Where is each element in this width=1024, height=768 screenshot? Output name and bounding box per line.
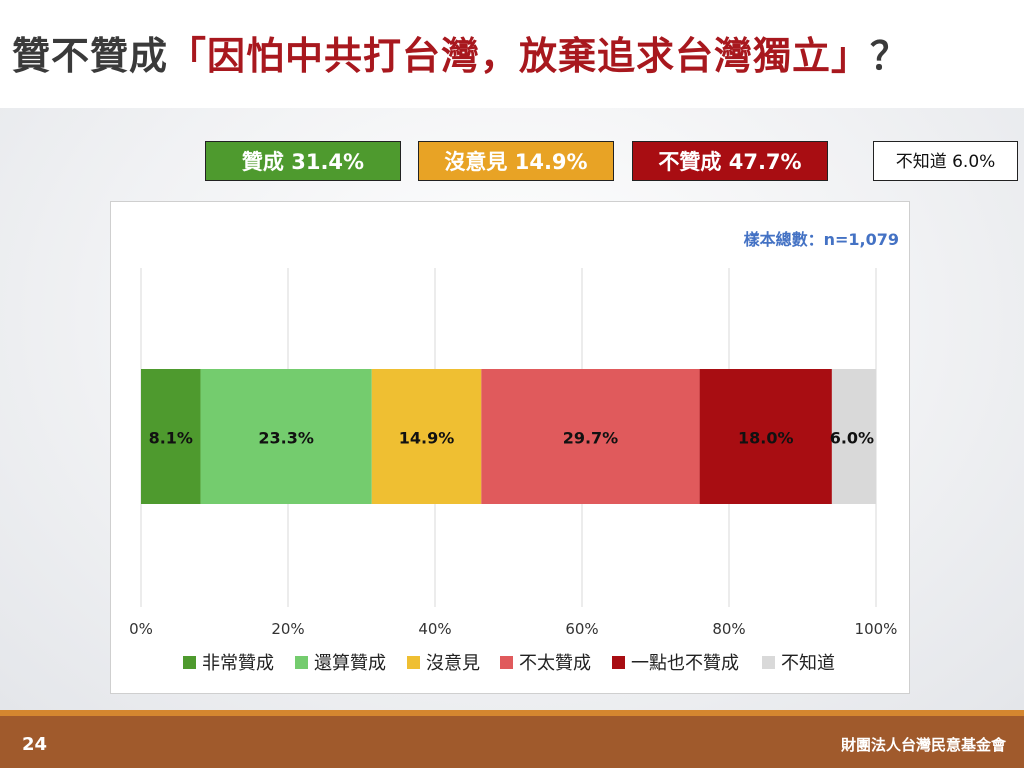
legend-swatch bbox=[612, 656, 625, 669]
title-suffix: ？ bbox=[870, 34, 910, 78]
x-tick-label: 60% bbox=[565, 620, 598, 638]
legend-label: 沒意見 bbox=[426, 653, 480, 674]
legend-swatch bbox=[500, 656, 513, 669]
bar-segment bbox=[699, 369, 832, 504]
data-label: 14.9% bbox=[399, 429, 455, 448]
legend-label: 一點也不贊成 bbox=[631, 653, 739, 674]
bar-segment bbox=[371, 369, 482, 504]
bar-segment bbox=[141, 369, 201, 504]
title-prefix: 贊不贊成 bbox=[12, 34, 169, 78]
data-label: 6.0% bbox=[830, 429, 874, 448]
title-highlight: 「因怕中共打台灣，放棄追求台灣獨立」 bbox=[168, 34, 871, 78]
slide-title: 贊不贊成「因怕中共打台灣，放棄追求台灣獨立」？ bbox=[12, 28, 909, 84]
data-label: 18.0% bbox=[738, 429, 794, 448]
legend-swatch bbox=[183, 656, 196, 669]
data-label: 8.1% bbox=[149, 429, 193, 448]
sample-size-note: 樣本總數：n=1,079 bbox=[744, 230, 899, 249]
organization-name: 財團法人台灣民意基金會 bbox=[840, 736, 1006, 754]
summary-agree: 贊成 31.4% bbox=[205, 141, 401, 181]
summary-no-opinion: 沒意見 14.9% bbox=[418, 141, 614, 181]
legend-swatch bbox=[762, 656, 775, 669]
bar-segment bbox=[831, 369, 876, 504]
page-number: 24 bbox=[22, 734, 48, 755]
title-bar: 贊不贊成「因怕中共打台灣，放棄追求台灣獨立」？ bbox=[0, 0, 1024, 108]
x-tick-label: 20% bbox=[271, 620, 304, 638]
data-label: 29.7% bbox=[563, 429, 619, 448]
summary-dont-know: 不知道 6.0% bbox=[873, 141, 1018, 181]
legend-label: 不知道 bbox=[781, 653, 835, 674]
x-tick-label: 0% bbox=[129, 620, 153, 638]
legend-swatch bbox=[407, 656, 420, 669]
x-tick-label: 100% bbox=[855, 620, 898, 638]
legend-label: 非常贊成 bbox=[202, 653, 274, 674]
footer-bar: 24 財團法人台灣民意基金會 bbox=[0, 710, 1024, 768]
chart-panel: 樣本總數：n=1,079 8.1% 23.3% 14.9% 29.7% 18.0% 6.0… bbox=[110, 201, 910, 694]
data-label: 23.3% bbox=[258, 429, 314, 448]
bar-segment bbox=[200, 369, 372, 504]
legend-label: 還算贊成 bbox=[314, 653, 386, 674]
legend-label: 不太贊成 bbox=[519, 653, 591, 674]
x-tick-label: 40% bbox=[418, 620, 451, 638]
summary-disagree: 不贊成 47.7% bbox=[632, 141, 828, 181]
stacked-bar-chart: 樣本總數：n=1,079 8.1% 23.3% 14.9% 29.7% 18.0% 6.0… bbox=[129, 230, 899, 674]
bar-segment bbox=[481, 369, 700, 504]
legend-swatch bbox=[295, 656, 308, 669]
x-tick-label: 80% bbox=[712, 620, 745, 638]
